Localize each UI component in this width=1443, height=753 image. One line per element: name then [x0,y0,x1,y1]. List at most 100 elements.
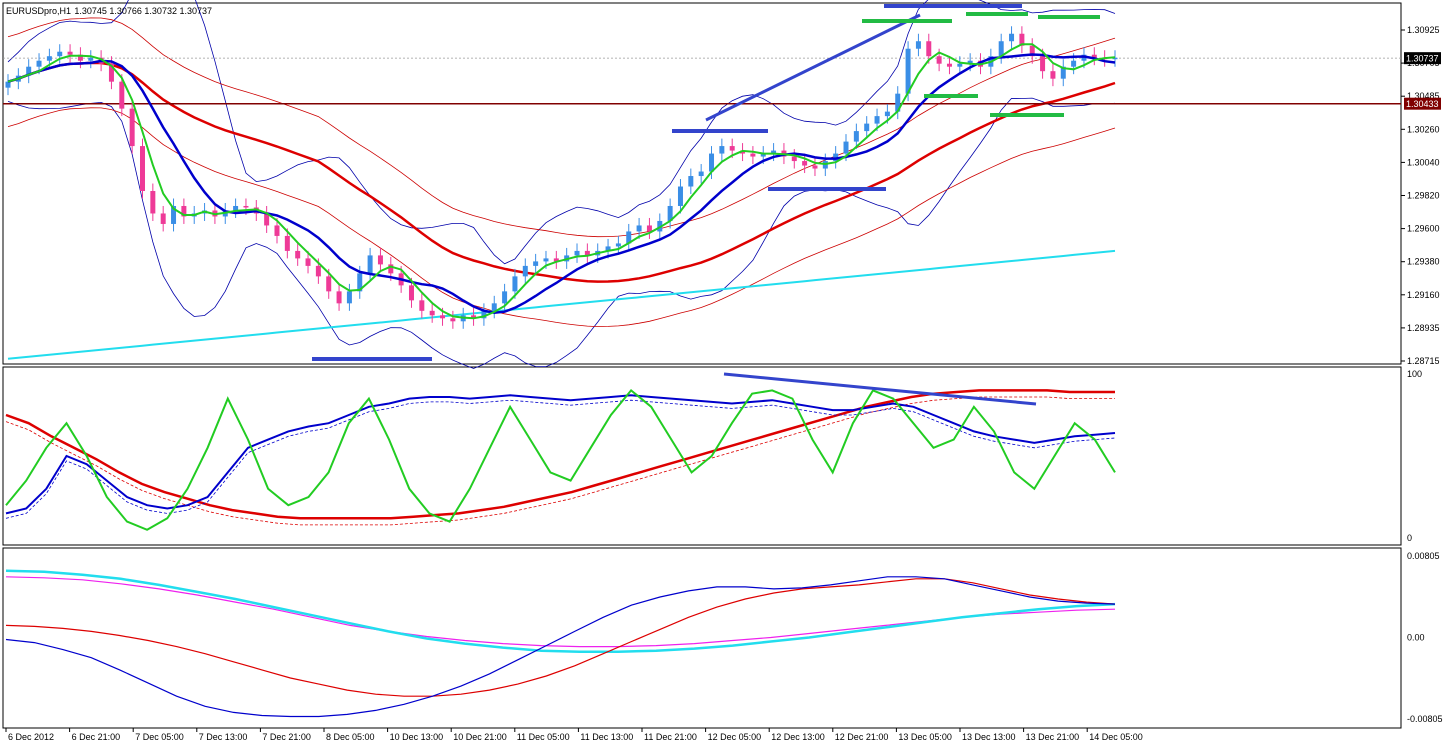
stoch-divergence-line [723,372,1037,406]
macd-y-tick-label: -0.00805 [1407,714,1443,724]
candle-body [998,41,1004,57]
candle-body [853,131,859,142]
candle-body [408,285,414,301]
stoch-slow-line [5,394,1116,515]
candle-body [233,205,239,211]
candle-body [915,41,921,49]
price-y-tick-label: 1.29380 [1407,257,1440,267]
price-y-tick-label: 1.30260 [1407,124,1440,134]
candle-body [88,57,94,61]
symbol-label: EURUSDpro,H1 1.30745 1.30766 1.30732 1.30… [6,6,212,16]
price-y-tick-label: 1.28935 [1407,323,1440,333]
candle-body [119,81,125,109]
price-y-tick-label: 1.29820 [1407,191,1440,201]
candle-body [1071,60,1077,67]
macd-panel[interactable] [2,547,1402,729]
candle-body [605,246,611,251]
candle-body [574,250,580,256]
x-tick-label: 10 Dec 13:00 [390,732,444,742]
candle-body [450,318,456,322]
candle-body [481,310,487,319]
candle-body [419,300,425,311]
candle-body [377,255,383,265]
x-tick-label: 7 Dec 21:00 [262,732,311,742]
candle-body [46,56,52,61]
candle-body [160,213,166,224]
candle-body [1050,71,1056,79]
candle-body [305,258,311,266]
candle-body [967,60,973,64]
stochastic-panel[interactable] [2,366,1402,546]
macd-line-a [5,576,1116,718]
macd-layer [5,569,1116,718]
candle-body [139,146,145,192]
x-tick-label: 12 Dec 13:00 [771,732,825,742]
current-price-badge [1404,52,1441,65]
candle-body [740,150,746,154]
x-tick-label: 11 Dec 13:00 [580,732,633,742]
candle-body [957,63,963,67]
candle-body [1029,45,1035,57]
x-tick-label: 8 Dec 05:00 [326,732,375,742]
candle-body [429,310,435,316]
stochastic-layer [5,372,1116,531]
candle-body [243,205,249,208]
stoch-y-min-label: 0 [1407,533,1412,543]
candle-body [791,156,797,162]
stoch-trend-signal-line [5,396,1115,526]
candle-body [67,51,73,55]
x-tick-label: 7 Dec 05:00 [135,732,184,742]
candle-body [77,54,83,61]
candle-body [946,63,952,67]
candle-body [771,150,777,154]
candle-body [36,60,42,67]
support-badge [1404,97,1441,110]
candle-body [336,291,342,304]
candle-body [802,161,808,166]
x-tick-label: 12 Dec 05:00 [708,732,762,742]
candle-body [905,48,911,94]
candle-body [171,205,177,224]
x-tick-label: 6 Dec 2012 [8,732,54,742]
price-y-tick-label: 1.30925 [1407,25,1440,35]
symbol-text: EURUSDpro,H1 [6,6,71,16]
candle-body [864,123,870,132]
candle-body [1019,33,1025,46]
candle-body [884,111,890,117]
candle-body [295,250,301,259]
current-price-text: 1.30737 [1406,54,1439,64]
axes-layer: 1.309251.307051.304851.302601.300401.298… [5,25,1443,742]
candle-body [698,171,704,177]
candle-body [367,255,373,274]
candle-body [264,213,270,226]
candle-body [709,153,715,172]
ohlc-text: 1.30745 1.30766 1.30732 1.30737 [74,6,212,16]
price-y-tick-label: 1.30485 [1407,91,1440,101]
candle-body [284,235,290,251]
x-tick-label: 13 Dec 13:00 [962,732,1016,742]
candle-body [543,258,549,262]
macd-y-tick-label: 0.00805 [1407,551,1440,561]
candle-body [26,66,32,76]
support-price-text: 1.30433 [1406,99,1439,109]
price-layer [3,0,1401,369]
band-upper-line [7,0,1116,265]
candle-body [491,303,497,311]
candle-body [584,250,590,256]
macd-signal-line-a [5,569,1116,653]
candle-body [150,191,156,214]
candle-body [843,141,849,154]
x-tick-label: 14 Dec 05:00 [1089,732,1143,742]
x-tick-label: 6 Dec 21:00 [72,732,121,742]
x-tick-label: 13 Dec 05:00 [898,732,952,742]
candle-body [388,264,394,274]
candle-body [677,186,683,206]
candle-body [895,93,901,112]
x-tick-label: 11 Dec 21:00 [644,732,697,742]
candle-body [274,225,280,236]
x-tick-label: 13 Dec 21:00 [1026,732,1080,742]
candle-body [326,276,332,292]
price-y-tick-label: 1.28715 [1407,356,1440,366]
candle-body [926,41,932,57]
